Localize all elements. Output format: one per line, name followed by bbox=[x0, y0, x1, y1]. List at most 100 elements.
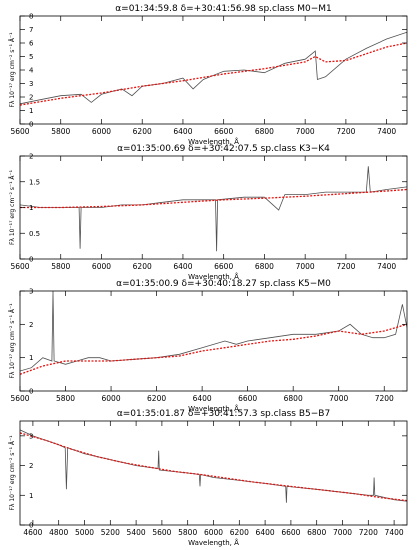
y-tick-label: 1.5 bbox=[29, 178, 40, 186]
x-tick-label: 7200 bbox=[359, 528, 378, 537]
x-tick-label: 6400 bbox=[193, 394, 212, 403]
x-tick-label: 7200 bbox=[336, 127, 355, 136]
panel-title-spclass: sp.class M0−M1 bbox=[259, 4, 332, 14]
y-tick-label: 0.5 bbox=[29, 230, 40, 238]
x-tick-label: 6000 bbox=[92, 127, 111, 136]
x-tick-label: 5600 bbox=[10, 127, 29, 136]
x-tick-label: 7200 bbox=[375, 394, 394, 403]
x-tick-label: 6800 bbox=[284, 394, 303, 403]
plot-frame bbox=[19, 290, 408, 392]
y-tick-label: 0 bbox=[29, 121, 33, 129]
plot-frame bbox=[19, 15, 408, 125]
panel-title-alpha: α=01:35:01.87 bbox=[117, 409, 188, 419]
panel-title-delta: δ=+30:41:57.3 bbox=[188, 409, 260, 419]
x-tick-label: 6800 bbox=[255, 262, 274, 271]
x-tick-label: 5800 bbox=[56, 394, 75, 403]
x-tick-label: 4800 bbox=[49, 528, 68, 537]
model-spectrum-line bbox=[20, 323, 407, 375]
panel-title-delta: δ=+30:40:18.27 bbox=[182, 279, 260, 289]
x-axis-label: Wavelength, Å bbox=[188, 272, 239, 281]
panel-title-alpha: α=01:35:00.69 bbox=[117, 144, 188, 154]
panel-2: α=01:35:00.69 δ=+30:42:07.5 sp.class K3−… bbox=[9, 144, 408, 281]
y-tick-label: 5 bbox=[29, 53, 33, 61]
x-tick-label: 4600 bbox=[23, 528, 42, 537]
x-tick-label: 6400 bbox=[256, 528, 275, 537]
x-tick-label: 6000 bbox=[102, 394, 121, 403]
y-axis-label: Fλ 10⁻¹⁷ erg cm⁻² s⁻¹ Å⁻¹ bbox=[9, 435, 16, 511]
panel-title: α=01:34:59.8 δ=+30:41:56.98 sp.class M0−… bbox=[115, 4, 332, 14]
y-tick-label: 0 bbox=[29, 388, 33, 396]
panel-3: α=01:35:00.9 δ=+30:40:18.27 sp.class K5−… bbox=[9, 279, 408, 413]
panel-1: α=01:34:59.8 δ=+30:41:56.98 sp.class M0−… bbox=[9, 4, 408, 146]
x-tick-label: 7000 bbox=[296, 262, 315, 271]
observed-spectrum-line bbox=[20, 429, 407, 503]
model-spectrum-line bbox=[20, 42, 407, 106]
y-tick-label: 8 bbox=[29, 13, 33, 21]
y-tick-label: 2 bbox=[29, 321, 33, 329]
y-tick-label: 3 bbox=[29, 288, 33, 296]
x-tick-label: 6200 bbox=[147, 394, 166, 403]
x-tick-label: 7400 bbox=[377, 262, 396, 271]
y-tick-label: 0 bbox=[29, 256, 33, 264]
panel-title-delta: δ=+30:42:07.5 bbox=[188, 144, 260, 154]
x-tick-label: 6600 bbox=[281, 528, 300, 537]
x-tick-label: 6600 bbox=[214, 127, 233, 136]
model-spectrum-line bbox=[20, 188, 407, 209]
x-tick-label: 6200 bbox=[133, 127, 152, 136]
panel-title: α=01:35:00.69 δ=+30:42:07.5 sp.class K3−… bbox=[117, 144, 330, 154]
y-tick-label: 2 bbox=[29, 94, 33, 102]
x-tick-label: 5600 bbox=[10, 262, 29, 271]
panel-title-delta: δ=+30:41:56.98 bbox=[181, 4, 259, 14]
y-tick-label: 1 bbox=[29, 492, 33, 500]
x-tick-label: 6800 bbox=[255, 127, 274, 136]
y-tick-label: 3 bbox=[29, 80, 33, 88]
x-tick-label: 7200 bbox=[336, 262, 355, 271]
y-tick-label: 7 bbox=[29, 26, 33, 34]
x-axis-label: Wavelength, Å bbox=[188, 404, 239, 413]
x-axis-label: Wavelength, Å bbox=[188, 137, 239, 146]
x-tick-label: 6200 bbox=[230, 528, 249, 537]
x-tick-label: 6600 bbox=[214, 262, 233, 271]
x-tick-label: 6600 bbox=[238, 394, 257, 403]
x-tick-label: 7400 bbox=[377, 127, 396, 136]
y-axis-label: Fλ 10⁻¹⁷ erg cm⁻² s⁻¹ Å⁻¹ bbox=[9, 169, 16, 245]
y-axis-label: Fλ 10⁻¹⁷ erg cm⁻² s⁻¹ Å⁻¹ bbox=[9, 303, 16, 379]
observed-spectrum-line bbox=[20, 31, 407, 105]
plot-frame bbox=[19, 420, 408, 526]
panel-title-alpha: α=01:34:59.8 bbox=[115, 4, 180, 14]
panel-title-spclass: sp.class K3−K4 bbox=[261, 144, 331, 154]
observed-spectrum-line bbox=[20, 291, 407, 372]
x-tick-label: 5600 bbox=[152, 528, 171, 537]
x-tick-label: 7000 bbox=[329, 394, 348, 403]
panel-title-spclass: sp.class K5−M0 bbox=[260, 279, 331, 289]
panel-title-spclass: sp.class B5−B7 bbox=[260, 409, 330, 419]
x-tick-label: 5600 bbox=[10, 394, 29, 403]
y-tick-label: 3 bbox=[29, 432, 33, 440]
x-tick-label: 7000 bbox=[296, 127, 315, 136]
x-tick-label: 6000 bbox=[204, 528, 223, 537]
y-tick-label: 6 bbox=[29, 40, 34, 48]
x-tick-label: 5800 bbox=[51, 127, 70, 136]
x-tick-label: 6200 bbox=[133, 262, 152, 271]
x-tick-label: 7000 bbox=[333, 528, 352, 537]
x-tick-label: 5000 bbox=[75, 528, 94, 537]
y-tick-label: 0 bbox=[29, 522, 33, 530]
panel-title: α=01:35:01.87 δ=+30:41:57.3 sp.class B5−… bbox=[117, 409, 330, 419]
y-tick-label: 2 bbox=[29, 462, 33, 470]
x-axis-label: Wavelength, Å bbox=[188, 538, 239, 547]
x-tick-label: 6400 bbox=[173, 262, 192, 271]
y-axis-label: Fλ 10⁻¹⁷ erg cm⁻² s⁻¹ Å⁻¹ bbox=[9, 32, 16, 108]
x-tick-label: 6400 bbox=[173, 127, 192, 136]
x-tick-label: 6800 bbox=[307, 528, 326, 537]
y-tick-label: 2 bbox=[29, 153, 33, 161]
x-tick-label: 5400 bbox=[127, 528, 146, 537]
y-tick-label: 1 bbox=[29, 107, 33, 115]
panel-title: α=01:35:00.9 δ=+30:40:18.27 sp.class K5−… bbox=[116, 279, 331, 289]
panel-title-alpha: α=01:35:00.9 bbox=[116, 279, 181, 289]
x-tick-label: 5200 bbox=[101, 528, 120, 537]
y-tick-label: 1 bbox=[29, 354, 33, 362]
x-tick-label: 7400 bbox=[385, 528, 404, 537]
y-tick-label: 4 bbox=[29, 67, 34, 75]
x-tick-label: 5800 bbox=[51, 262, 70, 271]
y-tick-label: 1 bbox=[29, 204, 33, 212]
